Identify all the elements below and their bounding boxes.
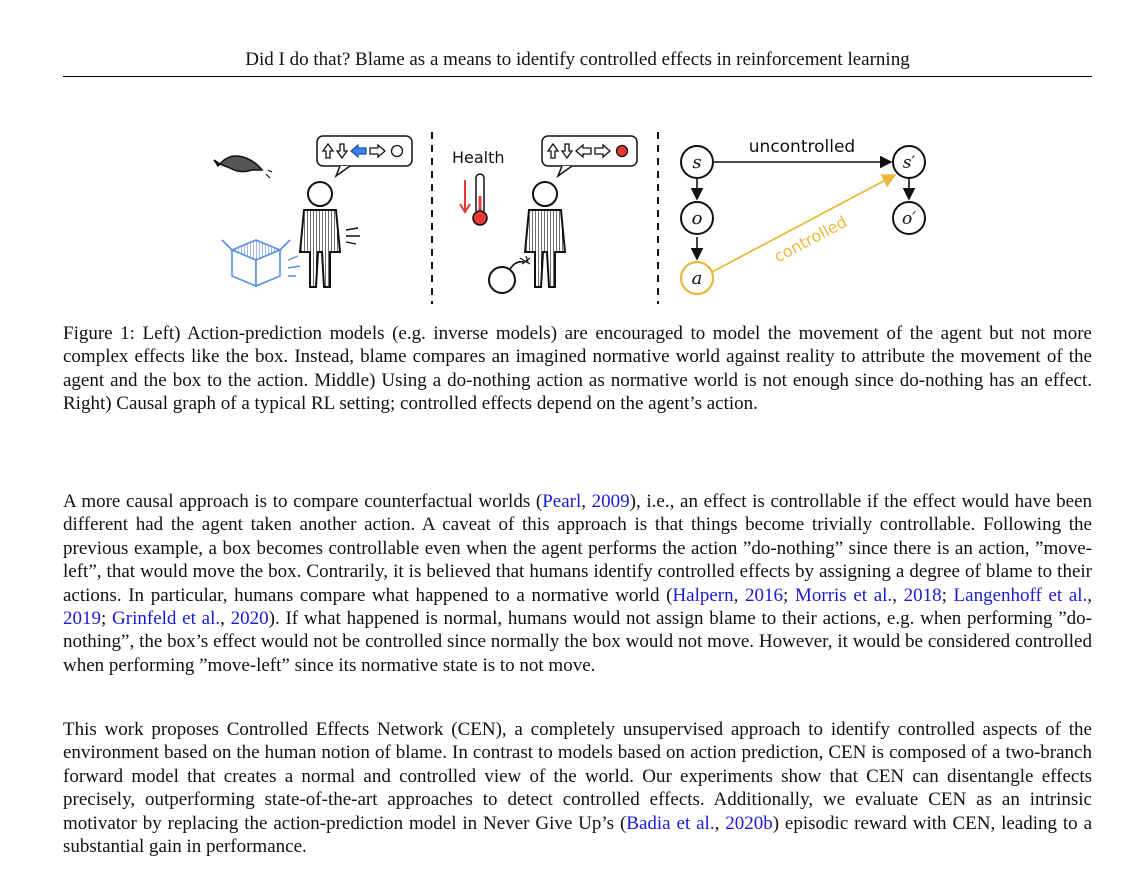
speech-bubble — [541, 135, 638, 179]
thermometer-icon — [459, 173, 488, 226]
citation-link[interactable]: 2016 — [745, 584, 784, 606]
node-s — [680, 145, 714, 179]
para1-text-8: , — [1087, 584, 1093, 606]
down-arrow-icon — [335, 143, 349, 160]
citation-link[interactable]: 2009 — [591, 491, 630, 512]
body-paragraph-2: This work proposes Controlled Effects Ne… — [63, 718, 1092, 858]
edge-uncontrolled-label: uncontrolled — [749, 137, 855, 157]
node-o-label: o — [692, 208, 703, 229]
left-arrow-icon — [350, 143, 367, 159]
bird-icon — [213, 155, 273, 179]
edge-a-to-s-prime — [711, 174, 897, 273]
node-a — [679, 260, 715, 296]
para1-text-2: , — [581, 491, 592, 512]
para1-text-11: ). If what happened is normal, humans wo… — [63, 608, 1093, 676]
noop-circle-icon — [615, 144, 629, 158]
citation-link[interactable]: Morris et al. — [794, 584, 893, 606]
para1-text-9: ; — [101, 608, 113, 630]
right-arrow-icon — [594, 143, 611, 159]
agent-figure — [523, 181, 567, 288]
citation-link[interactable]: 2020b — [725, 812, 773, 834]
para1-text-4: , — [733, 584, 746, 606]
para1-text-5: ; — [783, 584, 795, 606]
para2-text-3: ) episodic reward with CEN, leading to a… — [63, 812, 1092, 858]
bomb-icon — [488, 255, 531, 294]
figure-caption: Figure 1: Left) Action-prediction models… — [63, 323, 1092, 415]
para2-text-2: , — [714, 812, 726, 834]
speech-bubble — [316, 135, 413, 179]
citation-link[interactable]: Pearl — [542, 491, 582, 512]
citation-link[interactable]: 2019 — [63, 608, 101, 630]
down-arrow-icon — [560, 143, 574, 160]
node-s-label: s — [692, 152, 701, 173]
para1-text-7: ; — [941, 584, 954, 606]
header-rule — [63, 76, 1092, 77]
node-o-prime-label: o′ — [902, 209, 916, 229]
para1-text-10: , — [220, 608, 231, 630]
citation-link[interactable]: 2020 — [230, 608, 269, 630]
box-icon — [221, 239, 301, 288]
citation-link[interactable]: Badia et al. — [626, 812, 715, 834]
up-arrow-icon — [546, 142, 560, 159]
node-o-prime — [892, 201, 926, 235]
para1-text-3: ), i.e., an effect is controllable if th… — [63, 491, 1093, 606]
left-panel — [213, 135, 413, 288]
citation-link[interactable]: Grinfeld et al. — [112, 608, 221, 630]
para1-text-1: A more causal approach is to compare cou… — [63, 491, 543, 512]
para1-text-6: , — [892, 584, 904, 606]
node-a-label: a — [692, 268, 703, 289]
health-label: Health — [452, 148, 505, 167]
body-paragraph-1: A more causal approach is to compare cou… — [63, 490, 1092, 677]
causal-graph: s o a s′ o′ uncontrolled controlled — [679, 137, 926, 296]
citation-link[interactable]: Halpern — [672, 584, 734, 606]
node-s-prime — [892, 145, 926, 179]
middle-panel: Health — [452, 135, 638, 294]
citation-link[interactable]: Langenhoff et al. — [953, 584, 1088, 606]
noop-circle-icon — [390, 144, 404, 158]
figure-1-illustration: Health — [213, 132, 926, 304]
agent-figure — [298, 181, 360, 288]
node-o — [680, 201, 714, 235]
running-header: Did I do that? Blame as a means to ident… — [245, 49, 910, 70]
node-s-prime-label: s′ — [903, 153, 916, 173]
up-arrow-icon — [321, 142, 335, 159]
figure-1: Health — [190, 122, 970, 312]
citation-link[interactable]: 2018 — [903, 584, 942, 606]
left-arrow-icon — [575, 143, 592, 159]
para2-text-1: This work proposes Controlled Effects Ne… — [63, 719, 1092, 834]
right-arrow-icon — [369, 143, 386, 159]
